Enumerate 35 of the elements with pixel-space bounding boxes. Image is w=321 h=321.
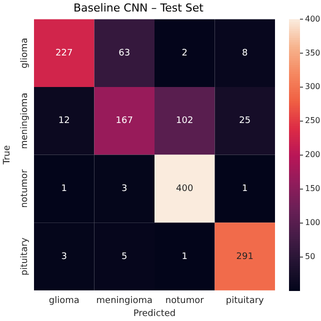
color-bar-label: 250 xyxy=(305,116,320,126)
color-bar-label: 400 xyxy=(305,14,320,24)
data-label: 63 xyxy=(118,48,130,58)
x-tick-label: pituitary xyxy=(226,296,265,306)
y-tick-label: glioma xyxy=(20,38,30,68)
x-axis-title: Predicted xyxy=(133,308,176,319)
data-label: 227 xyxy=(56,48,73,58)
data-label: 1 xyxy=(242,184,248,194)
data-label: 167 xyxy=(116,116,133,126)
color-bar-label: 300 xyxy=(305,82,320,92)
x-tick-label: glioma xyxy=(48,296,80,306)
data-label: 3 xyxy=(122,184,128,194)
x-tick-label: notumor xyxy=(165,296,204,306)
data-label: 8 xyxy=(242,48,248,58)
data-label: 2 xyxy=(182,48,188,58)
color-bar-label: 50 xyxy=(305,252,316,262)
chart-title: Baseline CNN – Test Set xyxy=(74,1,204,14)
y-tick-label: meningioma xyxy=(20,92,30,150)
data-label: 3 xyxy=(61,252,67,262)
color-bar-label: 200 xyxy=(305,150,320,160)
y-axis-title: True xyxy=(2,144,13,166)
data-label: 102 xyxy=(176,116,194,126)
color-bar-label: 100 xyxy=(305,218,320,228)
x-tick-label: meningioma xyxy=(96,296,152,306)
data-label: 25 xyxy=(239,116,251,126)
data-label: 400 xyxy=(176,184,194,194)
data-label: 1 xyxy=(182,252,188,262)
color-bar-label: 150 xyxy=(305,184,320,194)
data-label: 12 xyxy=(58,116,70,126)
y-tick-label: pituitary xyxy=(20,236,30,276)
data-label: 1 xyxy=(61,184,67,194)
data-label: 291 xyxy=(236,252,254,262)
y-tick-label: notumor xyxy=(20,169,30,208)
data-label: 5 xyxy=(122,252,128,262)
color-bar-label: 350 xyxy=(305,48,320,58)
